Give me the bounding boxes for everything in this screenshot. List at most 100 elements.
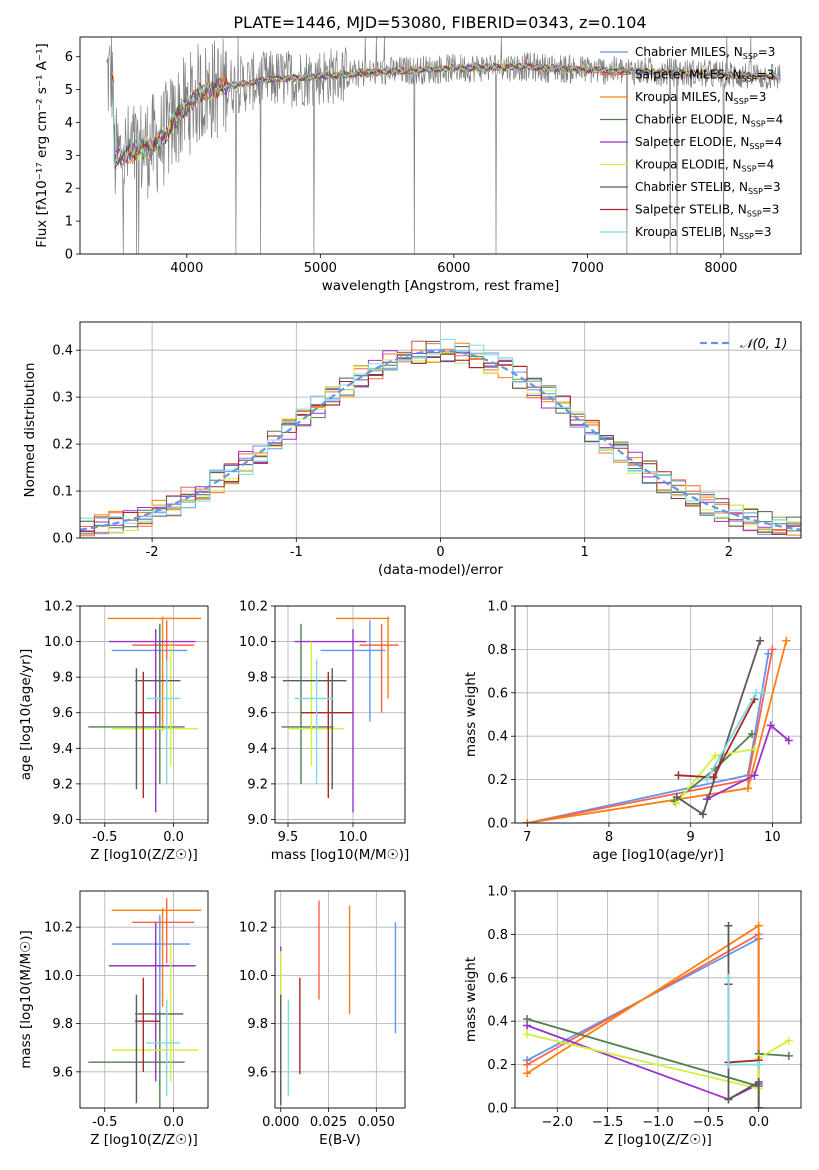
x-tick-label: 1 <box>581 545 589 560</box>
spectrum-axes: 4000 5000 6000 7000 8000 0 1 2 3 4 5 6 wavelength [A… <box>34 43 737 294</box>
mass-weight-marker <box>754 1077 763 1086</box>
legend-label: Salpeter STELIB, NSSP=3 <box>635 203 779 219</box>
x-tick-label: −0.5 <box>693 1115 725 1130</box>
mass-weight-marker <box>768 645 777 654</box>
y-tick-label: 0.2 <box>487 773 508 788</box>
y-tick-label: 0.0 <box>52 532 73 547</box>
mass_weight_vs_age-axes: 7 8 9 10 0.0 0.2 0.4 0.6 0.8 1.0 age [log10(age/yr… <box>463 600 801 863</box>
x-tick-label: 7000 <box>571 261 604 276</box>
y-tick-label: 4 <box>65 116 73 131</box>
x-axis-label: E(B-V) <box>319 1132 361 1148</box>
y-axis-label: Normed distribution <box>22 363 38 498</box>
spectrum-frame <box>79 36 802 255</box>
age_vs_mass-frame <box>274 605 406 824</box>
x-tick-label: -0.5 <box>92 830 117 845</box>
y-tick-label: 1.0 <box>487 600 508 615</box>
y-tick-label: 10.2 <box>239 921 268 936</box>
mass_vs_ebv-points <box>280 900 397 1106</box>
x-tick-label: 2 <box>725 545 733 560</box>
residual-histogram <box>80 340 801 535</box>
mass-weight-marker <box>698 810 707 819</box>
x-tick-label: 9 <box>687 830 695 845</box>
mass-weight-marker <box>784 1036 793 1045</box>
x-axis-label: Z [log10(Z/Z☉)] <box>90 847 198 863</box>
mass-weight-marker <box>724 1060 733 1069</box>
figure-title: PLATE=1446, MJD=53080, FIBERID=0343, z=0… <box>233 13 646 32</box>
y-tick-label: 9.4 <box>247 742 268 757</box>
legend-label: 𝒩(0, 1) <box>740 337 787 352</box>
y-tick-label: 10.0 <box>44 969 73 984</box>
y-tick-label: 0.3 <box>52 391 73 406</box>
x-axis-label: Z [log10(Z/Z☉)] <box>90 1132 198 1148</box>
residual-histogram <box>80 340 801 537</box>
mass-weight-marker <box>754 921 763 930</box>
legend-label: Kroupa ELODIE, NSSP=4 <box>635 158 774 174</box>
legend-label: Salpeter MILES, NSSP=3 <box>635 68 774 84</box>
x-tick-label: 9.5 <box>278 830 299 845</box>
age_vs_mass-points <box>281 616 399 813</box>
mass_weight_vs_age-lines <box>523 636 793 823</box>
mass_weight_vs_Z-axes: −2.0 −1.5 −1.0 −0.5 0.0 0.0 0.2 0.4 0.6 0.8 1.0 Z [… <box>463 885 801 1148</box>
y-axis-label: Flux [fλ10⁻¹⁷ erg cm⁻² s⁻¹ A⁻¹] <box>34 43 50 248</box>
y-tick-label: 10.2 <box>239 600 268 615</box>
x-axis-label: age [log10(age/yr)] <box>592 847 724 863</box>
y-tick-label: 9.2 <box>52 777 73 792</box>
mass-weight-marker <box>750 745 759 754</box>
x-tick-label: 0.0 <box>748 1115 769 1130</box>
x-tick-label: 8 <box>605 830 613 845</box>
mass_weight_vs_Z-frame <box>514 890 802 1109</box>
mass-weight-line <box>526 937 760 1108</box>
y-tick-label: 9.6 <box>52 706 73 721</box>
y-axis-label: age [log10(age/yr)] <box>18 649 34 781</box>
mass-weight-marker <box>711 751 720 760</box>
y-tick-label: 2 <box>65 182 73 197</box>
mass-weight-marker <box>672 792 681 801</box>
y-tick-label: 0.6 <box>487 971 508 986</box>
y-tick-label: 9.4 <box>52 742 73 757</box>
mass_weight_vs_Z-lines <box>523 921 793 1108</box>
y-axis-label: mass [log10(M/M☉)] <box>18 930 34 1069</box>
mass-weight-marker <box>523 1030 532 1039</box>
age_vs_mass-axes: 9.5 10.0 9.0 9.2 9.4 9.6 9.8 10.0 10.2 mass [log1… <box>239 600 409 864</box>
y-tick-label: 3 <box>65 149 73 164</box>
y-axis-label: mass weight <box>463 672 479 757</box>
x-tick-label: 0.050 <box>358 1115 395 1130</box>
y-tick-label: 0.4 <box>487 730 508 745</box>
mass-weight-line <box>706 723 790 800</box>
x-tick-label: -2 <box>146 545 159 560</box>
x-tick-label: 10 <box>764 830 781 845</box>
mass_vs_ebv-frame <box>274 890 406 1109</box>
mass_vs_Z-axes: -0.5 0.0 9.6 9.8 10.0 10.2 Z [log10(Z/Z☉)] mass… <box>18 891 208 1148</box>
mass-weight-line <box>678 698 756 779</box>
y-tick-label: 0.6 <box>487 686 508 701</box>
x-tick-label: 5000 <box>304 261 337 276</box>
mass-weight-marker <box>724 921 733 930</box>
mass_vs_Z-frame <box>79 890 209 1109</box>
mass_weight_vs_age-frame <box>514 605 802 824</box>
x-tick-label: -1 <box>290 545 303 560</box>
x-tick-label: 8000 <box>704 261 737 276</box>
x-tick-label: 0.0 <box>163 830 184 845</box>
legend-label: Kroupa MILES, NSSP=3 <box>635 90 766 106</box>
x-axis-label: wavelength [Angstrom, rest frame] <box>322 278 560 294</box>
y-tick-label: 10.2 <box>44 921 73 936</box>
mass_vs_Z-points <box>88 898 202 1108</box>
x-axis-label: (data-model)/error <box>378 562 504 578</box>
age_vs_Z-frame <box>79 605 209 824</box>
y-tick-label: 9.6 <box>247 706 268 721</box>
mass-weight-marker <box>724 1095 733 1104</box>
y-tick-label: 10.0 <box>239 635 268 650</box>
mass-weight-marker <box>523 1060 532 1069</box>
y-tick-label: 9.6 <box>247 1065 268 1080</box>
mass-weight-marker <box>784 736 793 745</box>
y-tick-label: 6 <box>65 50 73 65</box>
mass-weight-marker <box>724 973 733 982</box>
y-tick-label: 10.0 <box>239 969 268 984</box>
mass-weight-marker <box>766 721 775 730</box>
y-tick-label: 10.2 <box>44 600 73 615</box>
x-tick-label: 0.025 <box>310 1115 347 1130</box>
mass-weight-line <box>727 984 759 1064</box>
y-tick-label: 9.8 <box>247 671 268 686</box>
legend-label: Chabrier STELIB, NSSP=3 <box>635 180 781 196</box>
